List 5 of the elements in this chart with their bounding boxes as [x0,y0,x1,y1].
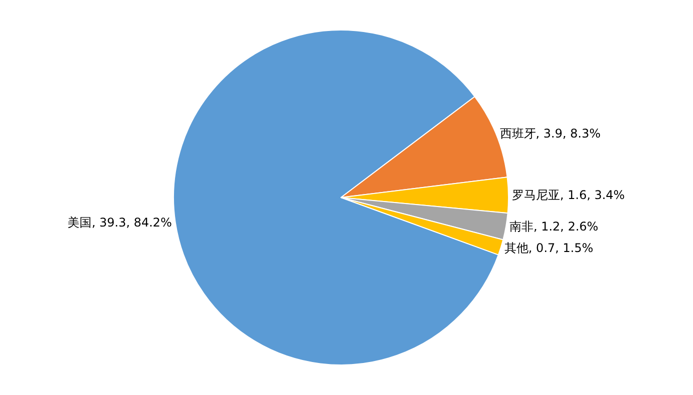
slice-label: 南非, 1.2, 2.6% [509,220,598,234]
slice-label: 其他, 0.7, 1.5% [504,240,594,255]
slice-label: 美国, 39.3, 84.2% [68,215,172,230]
slice-label: 罗马尼亚, 1.6, 3.4% [512,188,625,202]
slice-label: 西班牙, 3.9, 8.3% [500,126,601,141]
